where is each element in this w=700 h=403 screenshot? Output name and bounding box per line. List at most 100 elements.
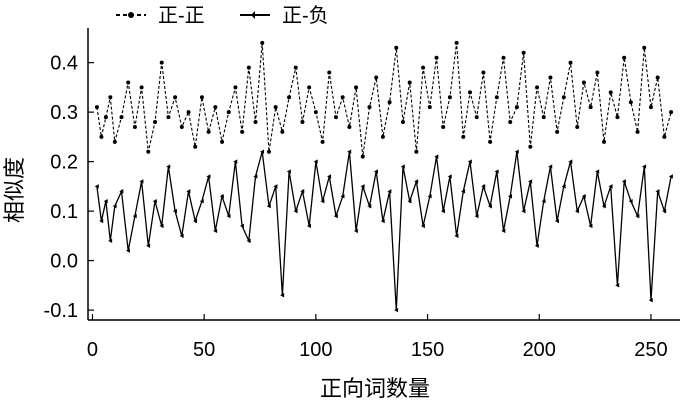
data-point-pp — [340, 95, 345, 100]
data-point-pp — [186, 110, 191, 115]
data-point-pp — [608, 90, 613, 95]
data-point-pn — [126, 248, 131, 253]
data-point-pn — [387, 189, 392, 194]
data-point-pp — [461, 134, 466, 139]
legend: 正-正 正-负 — [116, 4, 329, 27]
data-point-pn — [648, 298, 653, 303]
data-point-pp — [508, 120, 513, 125]
data-point-pp — [119, 115, 124, 120]
data-point-pn — [373, 169, 378, 174]
data-point-pn — [286, 169, 291, 174]
data-point-pp — [220, 139, 225, 144]
data-point-pp — [427, 105, 432, 110]
y-tick-label: -0.1 — [44, 300, 78, 322]
data-point-pp — [514, 105, 519, 110]
data-point-pp — [199, 95, 204, 100]
data-point-pn — [179, 233, 184, 239]
data-point-pn — [621, 179, 626, 184]
data-point-pn — [487, 203, 492, 209]
series-line-1 — [96, 42, 672, 157]
data-point-pn — [521, 208, 526, 214]
y-tick-label: 0.0 — [50, 251, 78, 273]
data-point-pn — [233, 159, 238, 164]
x-axis-label: 正向词数量 — [320, 376, 430, 401]
data-point-pp — [103, 115, 108, 120]
x-tick-label: 250 — [634, 339, 667, 361]
data-point-pn — [642, 164, 647, 169]
data-point-pn — [601, 203, 606, 209]
x-tick-label: 200 — [523, 339, 556, 361]
data-point-pn — [139, 179, 144, 184]
data-point-pn — [152, 199, 157, 204]
data-point-pp — [521, 50, 526, 55]
data-point-pp — [126, 80, 131, 85]
data-point-pn — [172, 208, 177, 214]
data-point-pp — [468, 90, 473, 95]
data-point-pn — [534, 243, 539, 248]
data-point-pp — [655, 75, 660, 80]
data-point-pp — [400, 120, 405, 125]
data-point-pn — [588, 223, 593, 229]
data-point-pp — [535, 85, 540, 90]
data-point-pn — [280, 293, 285, 298]
data-point-pp — [108, 95, 113, 100]
data-point-pp — [367, 105, 372, 110]
data-point-pn — [662, 208, 667, 214]
data-point-pn — [581, 194, 586, 199]
data-point-pn — [119, 189, 124, 194]
data-point-pn — [108, 238, 113, 244]
data-point-pn — [99, 218, 104, 224]
legend-marker-pp — [128, 12, 134, 18]
y-axis-label: 相似度 — [2, 157, 27, 223]
data-point-pn — [541, 199, 546, 204]
data-point-pn — [380, 218, 385, 224]
data-point-pn — [615, 283, 620, 288]
data-point-pp — [541, 115, 546, 120]
data-point-pn — [407, 199, 412, 204]
data-point-pp — [94, 105, 99, 110]
y-tick-label: 0.2 — [50, 152, 78, 174]
data-point-pn — [575, 208, 580, 214]
data-point-pn — [112, 203, 117, 209]
data-point-pn — [655, 189, 660, 194]
data-point-pp — [648, 105, 653, 110]
data-point-pp — [568, 60, 573, 65]
data-point-pn — [434, 154, 439, 159]
data-point-pn — [213, 228, 218, 234]
data-point-pn — [467, 159, 472, 164]
x-tick-label: 0 — [87, 339, 98, 361]
data-point-pp — [669, 110, 674, 115]
data-point-pp — [407, 80, 412, 85]
data-point-pp — [280, 129, 285, 134]
data-point-pn — [367, 203, 372, 209]
data-point-pp — [421, 65, 426, 70]
series-layer — [94, 40, 674, 313]
data-point-pn — [199, 199, 204, 204]
series-line-2 — [96, 151, 672, 311]
data-point-pn — [293, 208, 298, 214]
data-point-pp — [360, 154, 365, 159]
data-point-pp — [112, 139, 117, 144]
data-point-pp — [333, 115, 338, 120]
data-point-pn — [313, 159, 318, 164]
data-point-pn — [300, 189, 305, 194]
legend-item-pp: 正-正 — [116, 5, 205, 27]
data-point-pn — [461, 189, 466, 194]
data-point-pn — [159, 223, 164, 229]
y-tick-label: 0.3 — [50, 102, 78, 124]
data-point-pp — [213, 105, 218, 110]
data-point-pp — [347, 124, 352, 129]
data-point-pn — [494, 169, 499, 174]
data-point-pp — [240, 129, 245, 134]
data-point-pp — [293, 65, 298, 70]
data-point-pp — [528, 144, 533, 149]
data-point-pp — [454, 40, 459, 45]
data-point-pn — [608, 184, 613, 189]
data-point-pp — [447, 95, 452, 100]
data-point-pn — [508, 194, 513, 199]
data-point-pp — [139, 85, 144, 90]
data-point-pp — [313, 110, 318, 115]
data-point-pp — [166, 115, 171, 120]
data-point-pp — [132, 124, 137, 129]
